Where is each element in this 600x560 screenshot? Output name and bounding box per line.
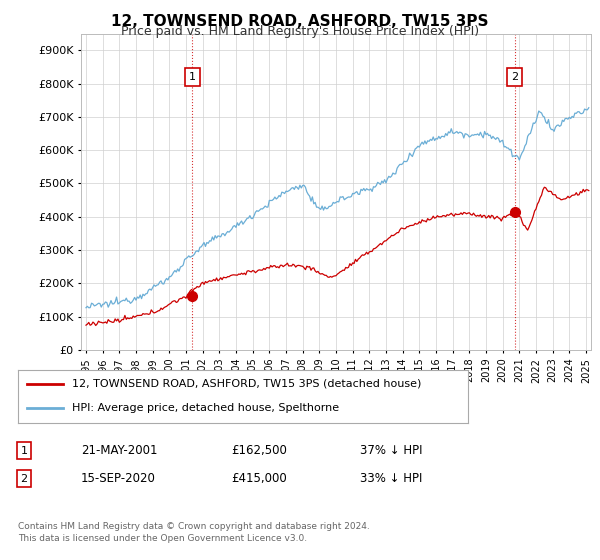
Text: Price paid vs. HM Land Registry's House Price Index (HPI): Price paid vs. HM Land Registry's House …	[121, 25, 479, 38]
Text: 12, TOWNSEND ROAD, ASHFORD, TW15 3PS: 12, TOWNSEND ROAD, ASHFORD, TW15 3PS	[111, 14, 489, 29]
Text: 2: 2	[20, 474, 28, 484]
Text: 33% ↓ HPI: 33% ↓ HPI	[360, 472, 422, 486]
Text: 1: 1	[189, 72, 196, 82]
Text: £415,000: £415,000	[231, 472, 287, 486]
Text: 15-SEP-2020: 15-SEP-2020	[81, 472, 156, 486]
Text: Contains HM Land Registry data © Crown copyright and database right 2024.
This d: Contains HM Land Registry data © Crown c…	[18, 522, 370, 543]
Text: 12, TOWNSEND ROAD, ASHFORD, TW15 3PS (detached house): 12, TOWNSEND ROAD, ASHFORD, TW15 3PS (de…	[72, 379, 421, 389]
Text: 37% ↓ HPI: 37% ↓ HPI	[360, 444, 422, 458]
Text: 1: 1	[20, 446, 28, 456]
Text: 21-MAY-2001: 21-MAY-2001	[81, 444, 157, 458]
Text: 2: 2	[511, 72, 518, 82]
Text: £162,500: £162,500	[231, 444, 287, 458]
Text: HPI: Average price, detached house, Spelthorne: HPI: Average price, detached house, Spel…	[72, 403, 339, 413]
